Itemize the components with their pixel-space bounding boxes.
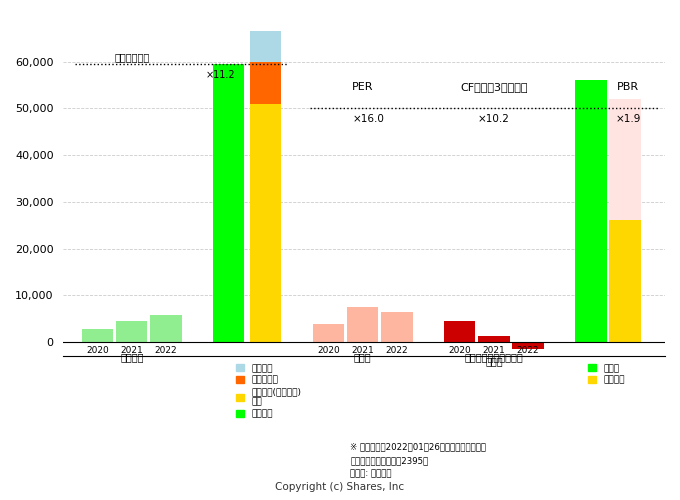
Text: 2020: 2020 xyxy=(448,346,471,354)
Bar xyxy=(609,99,641,342)
Bar xyxy=(82,330,114,342)
Text: CF倍率（3年平均）: CF倍率（3年平均） xyxy=(460,82,528,92)
Text: ※ 市場価値は2022年01月26日の終値を元に算出: ※ 市場価値は2022年01月26日の終値を元に算出 xyxy=(350,442,486,452)
Bar xyxy=(347,307,379,342)
Text: ×11.2: ×11.2 xyxy=(206,70,235,80)
Text: フロー: フロー xyxy=(485,356,503,366)
Bar xyxy=(213,64,244,342)
Text: 2022: 2022 xyxy=(386,346,408,354)
Bar xyxy=(250,104,282,342)
Bar xyxy=(150,315,182,342)
Text: （単位: 百万円）: （単位: 百万円） xyxy=(350,469,392,478)
Bar xyxy=(116,321,148,342)
Bar xyxy=(513,342,544,349)
Text: ×1.9: ×1.9 xyxy=(615,114,641,124)
Text: Copyright (c) Shares, Inc: Copyright (c) Shares, Inc xyxy=(275,482,405,492)
Text: ×16.0: ×16.0 xyxy=(352,114,384,124)
Bar xyxy=(575,80,607,342)
Text: 営業利益倍率: 営業利益倍率 xyxy=(115,52,150,62)
Text: 2021: 2021 xyxy=(120,346,143,354)
Legend: 総資産, 株主資本: 総資産, 株主資本 xyxy=(588,364,625,384)
Text: 2021: 2021 xyxy=(352,346,374,354)
Bar xyxy=(444,321,475,342)
Text: PBR: PBR xyxy=(617,82,639,92)
Bar xyxy=(478,336,509,342)
Bar xyxy=(250,62,282,104)
Text: 営業利益: 営業利益 xyxy=(120,352,143,362)
Text: 2022: 2022 xyxy=(154,346,177,354)
Text: 2021: 2021 xyxy=(483,346,505,354)
Text: 株式会社新日本科学（2395）: 株式会社新日本科学（2395） xyxy=(350,456,428,465)
Text: 2020: 2020 xyxy=(86,346,109,354)
Bar xyxy=(313,324,344,342)
Text: フリー・キャッシュ・: フリー・キャッシュ・ xyxy=(464,352,524,362)
Text: 純利益: 純利益 xyxy=(354,352,371,362)
Text: PER: PER xyxy=(352,82,373,92)
Bar xyxy=(609,220,641,342)
Text: 2020: 2020 xyxy=(317,346,340,354)
Text: ×10.2: ×10.2 xyxy=(478,114,510,124)
Text: 2022: 2022 xyxy=(517,346,539,354)
Bar xyxy=(250,32,282,62)
Bar xyxy=(381,312,413,342)
